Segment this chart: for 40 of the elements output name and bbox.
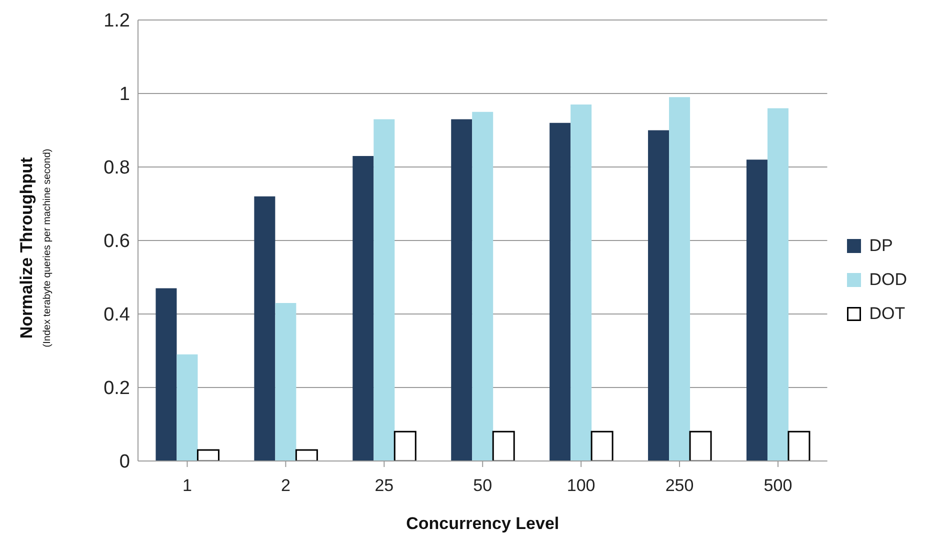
y-tick-label: 0 — [119, 452, 130, 473]
bar — [689, 430, 712, 461]
x-tick-label: 100 — [566, 476, 596, 496]
y-tick-label: 0.8 — [104, 158, 130, 179]
bar — [196, 449, 220, 461]
bar — [472, 112, 494, 461]
bar — [570, 104, 592, 461]
bar — [492, 430, 515, 461]
y-tick-label: 0.2 — [104, 378, 130, 400]
x-tick-label: 1 — [182, 476, 192, 496]
y-tick-label: 1 — [119, 84, 130, 106]
x-tick-label: 500 — [764, 476, 792, 496]
bar — [156, 288, 177, 461]
bar — [669, 97, 690, 461]
y-tick-label: 0.6 — [104, 231, 130, 252]
bar — [275, 302, 296, 461]
legend-label: DP — [869, 236, 893, 256]
bar — [767, 108, 788, 461]
y-tick-label: 1.2 — [104, 10, 130, 32]
bar — [295, 449, 318, 461]
bar — [394, 430, 416, 461]
bar — [746, 160, 768, 461]
legend-label: DOT — [869, 304, 906, 324]
x-tick-label: 25 — [374, 476, 394, 496]
bar — [451, 119, 472, 461]
y-axis-title: Normalize Throughput (Index terabyte queries per machine second) — [17, 148, 53, 348]
x-tick-label: 50 — [473, 476, 492, 496]
bar — [590, 430, 614, 461]
bar — [352, 156, 374, 461]
x-tick-label: 250 — [665, 476, 694, 496]
bar — [788, 430, 810, 461]
x-axis-title: Concurrency Level — [406, 514, 560, 533]
bar — [374, 119, 395, 461]
y-tick-label: 0.4 — [104, 304, 130, 326]
bar — [254, 196, 276, 461]
x-tick-label: 2 — [280, 476, 290, 496]
legend-label: DOD — [869, 270, 907, 290]
bar — [648, 130, 670, 461]
bar — [550, 122, 571, 461]
bar — [176, 354, 198, 461]
